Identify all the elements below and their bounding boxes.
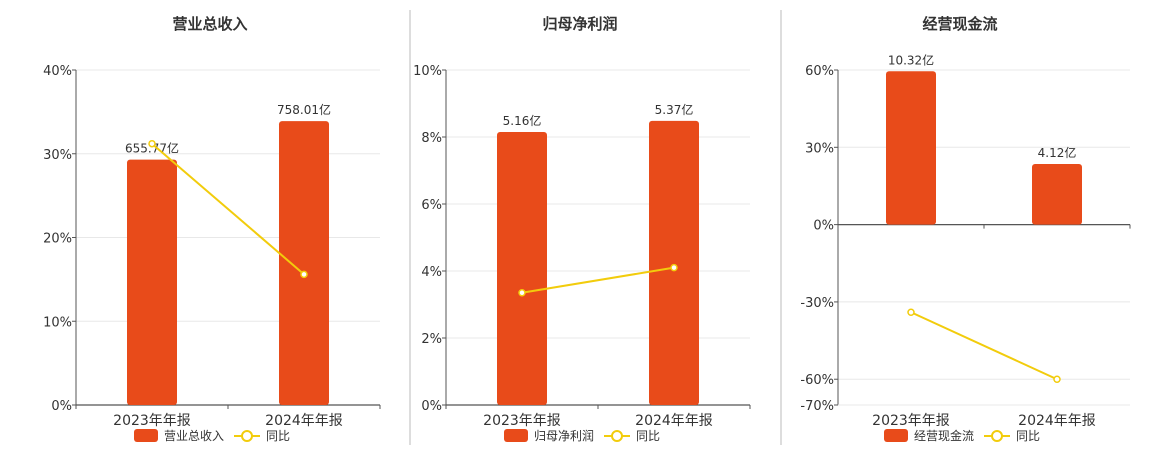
bar-value-label: 758.01亿 [277, 102, 331, 117]
line-series [151, 142, 305, 276]
y-tick-label: 0% [813, 219, 834, 234]
y-tick-label: 10% [413, 64, 442, 79]
legend-bar-swatch [504, 429, 528, 442]
bar [279, 121, 329, 406]
chart-panel-2: 归母净利润 0% 2% 4% 6% 8% 10% 2023年年报 2024年年报 5.16亿 5.3… [413, 15, 751, 443]
bar-value-label: 10.32亿 [888, 52, 934, 67]
y-tick-label: 8% [421, 131, 442, 146]
y-tick-label: 0% [51, 399, 72, 414]
y-tick-label: 40% [43, 64, 72, 79]
legend-line-marker [241, 430, 253, 442]
bar [1032, 164, 1082, 225]
legend-bar-swatch [884, 429, 908, 442]
x-tick-label: 2023年年报 [483, 413, 561, 429]
legend-line-marker [611, 430, 623, 442]
bar [497, 131, 547, 405]
y-tick-label: 30% [805, 141, 834, 156]
bar-value-label: 655.77亿 [125, 141, 179, 156]
chart-title: 经营现金流 [922, 15, 997, 33]
bar [127, 159, 177, 405]
legend: 经营现金流 同比 [884, 428, 1040, 443]
bar-value-label: 5.16亿 [503, 113, 542, 128]
y-tick-label: 10% [43, 315, 72, 330]
y-tick-label: -30% [800, 296, 834, 311]
y-tick-label: 30% [43, 148, 72, 163]
legend-line-label: 同比 [1016, 429, 1040, 443]
bar [886, 71, 936, 225]
y-tick-label: 2% [421, 332, 442, 347]
legend-line-label: 同比 [266, 429, 290, 443]
y-tick-label: 4% [421, 265, 442, 280]
chart-title: 归母净利润 [542, 15, 617, 33]
legend: 归母净利润 同比 [504, 429, 660, 443]
legend: 营业总收入 同比 [134, 429, 290, 443]
y-tick-label: -70% [800, 399, 834, 414]
bar-value-label: 4.12亿 [1038, 145, 1077, 160]
line-point [670, 263, 678, 272]
bar-value-label: 5.37亿 [655, 102, 694, 117]
legend-bar-label: 经营现金流 [914, 428, 974, 443]
line-point [518, 289, 526, 297]
line-series [910, 311, 1058, 381]
line-series [521, 266, 675, 294]
x-tick-label: 2024年年报 [635, 413, 713, 429]
y-tick-label: 20% [43, 232, 72, 247]
legend-bar-label: 归母净利润 [534, 429, 594, 443]
line-point [1053, 375, 1061, 383]
line-point [300, 270, 308, 279]
chart-panel-1: 营业总收入 0% 10% 20% 30% 40% 2023年年报 2024年年报 655.77亿… [43, 15, 381, 443]
x-tick-label: 2023年年报 [872, 413, 950, 429]
legend-bar-label: 营业总收入 [164, 429, 224, 443]
x-tick-label: 2024年年报 [1018, 413, 1096, 429]
line-point [148, 139, 156, 148]
bar [649, 120, 699, 406]
y-tick-label: 60% [805, 64, 834, 79]
chart-panel-3: 经营现金流 -70% -60% -30% 0% 30% 60% 2023年年报 2024年年报 1… [800, 15, 1131, 443]
legend-bar-swatch [134, 429, 158, 442]
x-tick-label: 2023年年报 [113, 413, 191, 429]
x-tick-label: 2024年年报 [265, 413, 343, 429]
y-tick-label: 6% [421, 198, 442, 213]
line-point [907, 308, 915, 316]
legend-line-marker [991, 430, 1003, 442]
chart-title: 营业总收入 [172, 15, 247, 33]
y-tick-label: 0% [421, 399, 442, 414]
legend-line-label: 同比 [636, 429, 660, 443]
y-tick-label: -60% [800, 373, 834, 388]
